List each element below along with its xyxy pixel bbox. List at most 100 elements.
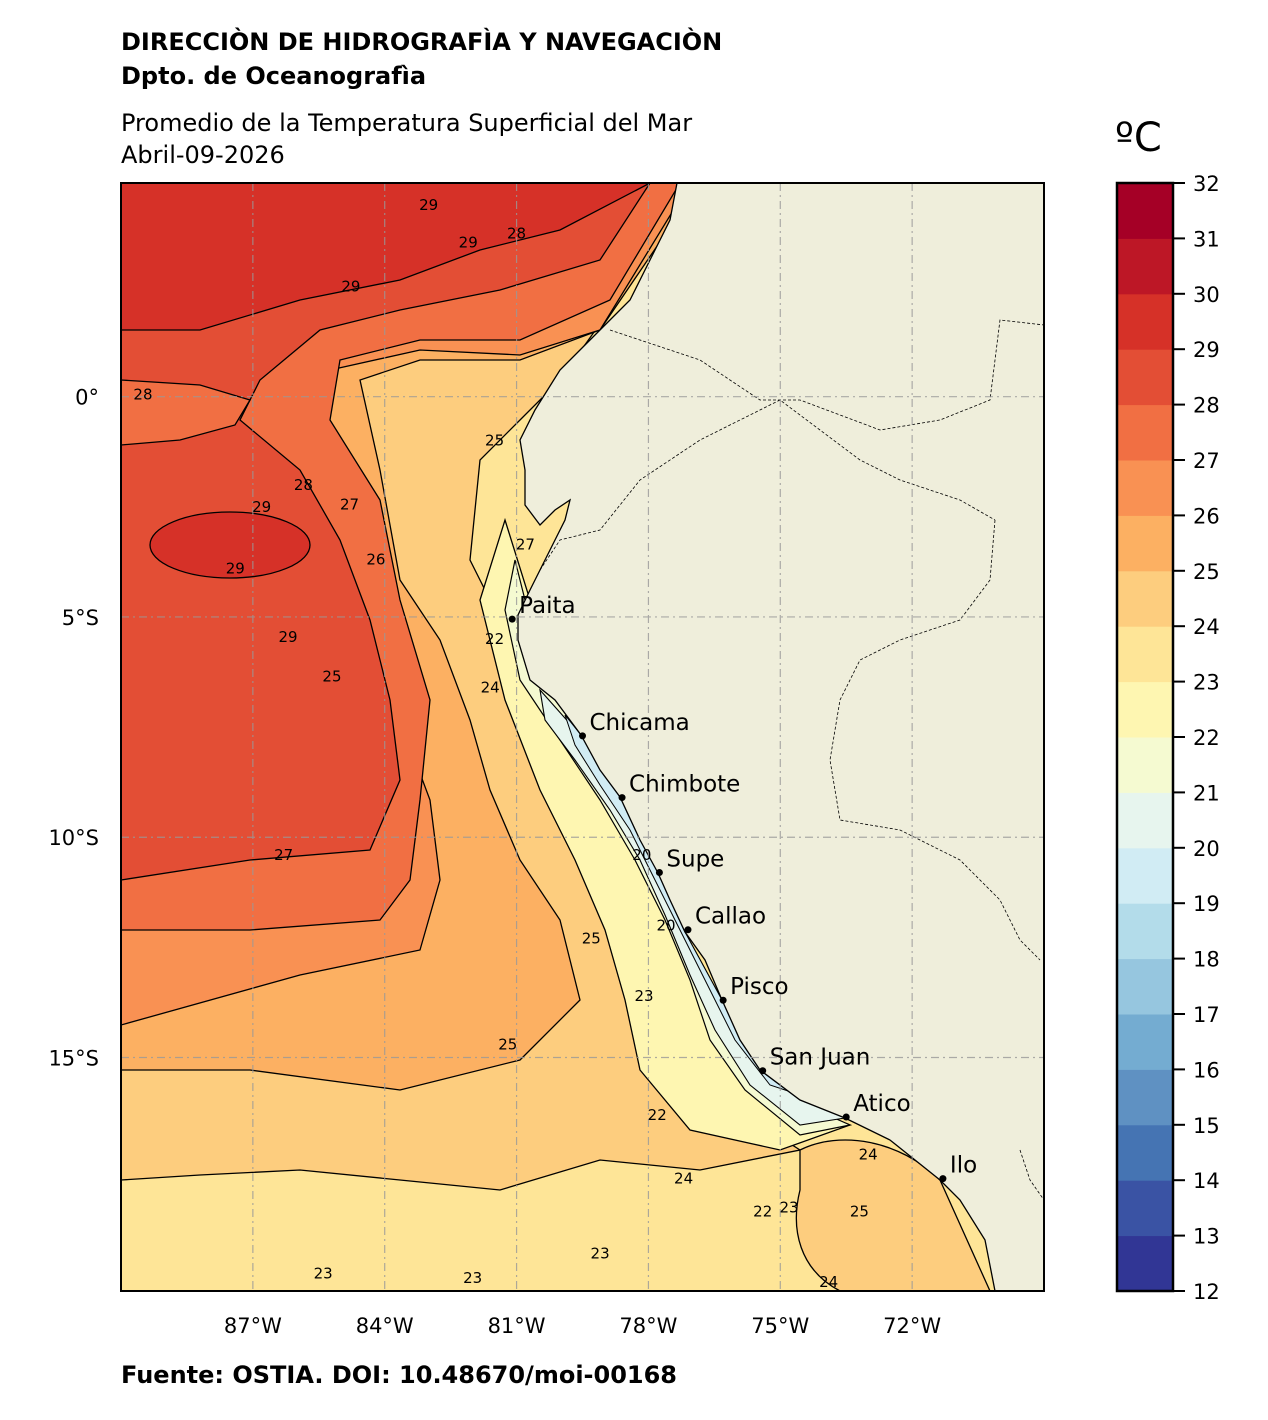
colorbar-swatch — [1117, 626, 1173, 683]
contour-label: 23 — [314, 1264, 333, 1282]
colorbar-tick-label: 27 — [1193, 449, 1220, 473]
contour-label: 22 — [648, 1106, 667, 1124]
x-tick-label: 78°W — [619, 1314, 677, 1338]
ports: Paita Chicama Chimbote Supe Callao Pisco San J… — [508, 593, 977, 1183]
port-label: Supe — [666, 846, 724, 872]
y-tick-label: 15°S — [48, 1047, 99, 1071]
contour-label: 29 — [226, 559, 245, 577]
x-tick-label: 84°W — [356, 1314, 414, 1338]
contour-label: 25 — [850, 1203, 869, 1221]
colorbar-tick-label: 20 — [1193, 837, 1220, 861]
contour-label: 25 — [485, 432, 504, 450]
contour-label: 24 — [481, 678, 500, 696]
gridlines — [121, 183, 1044, 1291]
colorbar-tick-label: 16 — [1193, 1058, 1220, 1082]
colorbar-tick-label: 25 — [1193, 560, 1220, 584]
port-label: Paita — [519, 593, 575, 619]
colorbar-tick-label: 24 — [1193, 615, 1220, 639]
colorbar-tick-label: 12 — [1193, 1280, 1220, 1304]
port-marker — [579, 732, 586, 740]
contour-label: 24 — [674, 1170, 693, 1188]
source-footer: Fuente: OSTIA. DOI: 10.48670/moi-00168 — [121, 1361, 677, 1389]
port-label: Atico — [853, 1091, 910, 1117]
port-marker — [655, 868, 663, 876]
port-marker — [842, 1113, 850, 1121]
contour-label: 29 — [252, 498, 271, 516]
colorbar-tick-label: 15 — [1193, 1114, 1220, 1138]
port-marker — [508, 615, 516, 623]
map-frame — [120, 182, 1045, 1292]
colorbar-tick-label: 32 — [1193, 172, 1220, 196]
colorbar-swatch — [1117, 238, 1173, 295]
band-24-25-south — [795, 1139, 991, 1291]
contour-label: 29 — [419, 196, 438, 214]
contour-label: 22 — [485, 630, 504, 648]
contour-label: 28 — [133, 385, 152, 403]
contour-label: 23 — [463, 1269, 482, 1287]
colorbar-swatch — [1117, 515, 1173, 572]
contour-label: 24 — [819, 1273, 838, 1291]
contour-label: 27 — [516, 535, 535, 553]
colorbar-tick-label: 18 — [1193, 948, 1220, 972]
colorbar-tick-label: 17 — [1193, 1003, 1220, 1027]
x-tick-label: 81°W — [488, 1314, 546, 1338]
y-tick-label: 5°S — [62, 606, 99, 630]
port-marker — [684, 926, 692, 934]
colorbar-tick-label: 23 — [1193, 671, 1220, 695]
colorbar-swatch — [1117, 570, 1173, 627]
contour-label: 24 — [859, 1145, 878, 1163]
contour-label: 25 — [322, 667, 341, 685]
y-tick-label: 0° — [75, 386, 99, 410]
colorbar-tick-label: 13 — [1193, 1225, 1220, 1249]
port-label: Callao — [695, 904, 766, 930]
contour-label: 25 — [582, 930, 601, 948]
colorbar-swatch — [1117, 349, 1173, 406]
colorbar-tick-label: 22 — [1193, 726, 1220, 750]
contour-label: 27 — [340, 496, 359, 514]
colorbar-swatch — [1117, 460, 1173, 516]
port-label: Pisco — [730, 974, 788, 1000]
contour-label: 28 — [507, 225, 526, 243]
contour-label: 20 — [656, 916, 675, 934]
colorbar-swatch — [1117, 737, 1173, 793]
colorbar-tick-label: 29 — [1193, 338, 1220, 362]
colorbar-swatch — [1117, 1235, 1173, 1292]
contour-label: 26 — [366, 551, 385, 569]
contour-label: 20 — [632, 846, 651, 864]
institution-title: DIRECCIÒN DE HIDROGRAFÌA Y NAVEGACIÒN — [121, 28, 723, 56]
contour-label: 29 — [278, 628, 297, 646]
contour-label: 23 — [591, 1245, 610, 1263]
colorbar-tick-label: 30 — [1193, 283, 1220, 307]
colorbar-swatch — [1117, 1014, 1173, 1070]
department-title: Dpto. de Oceanografìa — [121, 62, 427, 90]
x-tick-label: 87°W — [224, 1314, 282, 1338]
x-tick-label: 72°W — [883, 1314, 941, 1338]
colorbar: 12 13 14 15 16 17 18 19 20 21 22 23 24 25 26 27 28 29 30 31… — [1115, 172, 1220, 1304]
port-label: Ilo — [950, 1153, 977, 1179]
contour-label: 28 — [294, 476, 313, 494]
port-marker — [759, 1067, 767, 1075]
contour-label: 22 — [753, 1203, 772, 1221]
colorbar-tick-label: 26 — [1193, 504, 1220, 528]
colorbar-swatch — [1117, 681, 1173, 738]
y-tick-label: 10°S — [48, 826, 99, 850]
colorbar-tick-label: 21 — [1193, 781, 1220, 805]
colorbar-tick-label: 28 — [1193, 394, 1220, 418]
port-label: San Juan — [770, 1045, 871, 1071]
sst-field: 29 29 29 28 28 28 27 29 29 26 25 27 29 25 22 24 27 20 20 25… — [121, 183, 1044, 1291]
port-marker — [618, 794, 626, 802]
port-marker — [939, 1175, 947, 1183]
colorbar-swatch — [1117, 1124, 1173, 1181]
colorbar-swatch — [1117, 847, 1173, 904]
port-label: Chimbote — [629, 772, 740, 798]
contour-labels: 29 29 29 28 28 28 27 29 29 26 25 27 29 25 22 24 27 20 20 25… — [133, 196, 877, 1291]
map-title: Promedio de la Temperatura Superficial d… — [121, 109, 693, 137]
contour-label: 27 — [274, 846, 293, 864]
colorbar-label: ºC — [1115, 115, 1162, 161]
x-tick-label: 75°W — [751, 1314, 809, 1338]
band-29-30-blob — [149, 511, 311, 579]
contour-label: 25 — [498, 1035, 517, 1053]
contour-label: 23 — [780, 1198, 799, 1216]
contour-label: 23 — [634, 987, 653, 1005]
